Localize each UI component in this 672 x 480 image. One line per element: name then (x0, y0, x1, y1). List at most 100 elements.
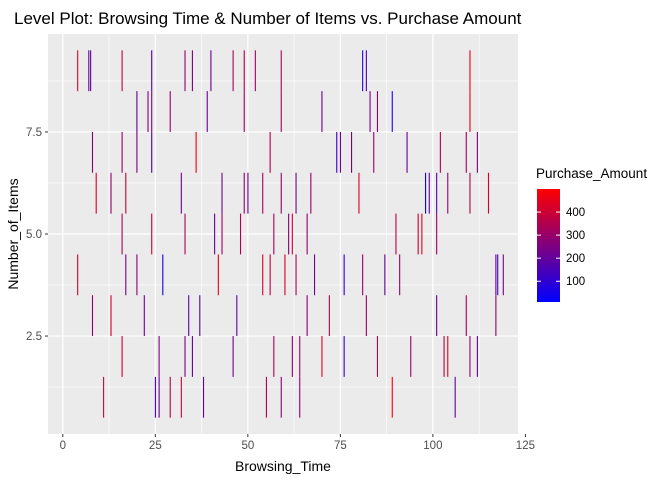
tile (299, 336, 301, 377)
tile (465, 131, 467, 173)
tile (221, 172, 223, 214)
tile (184, 336, 186, 377)
tile (236, 295, 238, 337)
legend-tick-label: 100 (566, 276, 585, 288)
tile (103, 376, 105, 418)
tile (436, 213, 438, 255)
tile (439, 131, 441, 173)
tile (162, 254, 164, 296)
tile (221, 213, 223, 255)
x-tick-label: 25 (149, 440, 162, 452)
tile (299, 376, 301, 418)
tile (476, 131, 478, 173)
tile (487, 172, 490, 214)
tile (143, 295, 145, 337)
tile (206, 91, 208, 132)
tile (121, 50, 123, 92)
tile (121, 213, 123, 255)
tile (391, 91, 393, 132)
tile (191, 336, 193, 377)
x-tick-label: 50 (241, 440, 254, 452)
tile (339, 131, 341, 173)
tile (306, 213, 308, 255)
tile (217, 254, 219, 296)
tile (158, 376, 160, 418)
tile (151, 213, 153, 255)
tile (421, 213, 423, 255)
tile (136, 91, 138, 132)
tile (310, 172, 312, 214)
tile (291, 213, 293, 255)
tile (365, 50, 367, 92)
tile (373, 131, 375, 173)
x-axis-title: Browsing_Time (235, 458, 331, 474)
tile (358, 172, 360, 214)
tile (210, 50, 212, 92)
tile (243, 50, 245, 92)
tile (243, 91, 245, 132)
tile (495, 254, 497, 296)
tile (151, 91, 153, 132)
color-legend: Purchase_Amount 100 200 300 400 (536, 166, 647, 302)
tile (199, 295, 201, 337)
tile (336, 131, 338, 173)
tile (269, 131, 271, 173)
tile (425, 172, 427, 214)
tile (447, 336, 449, 377)
y-tick-label: 7.5 (26, 127, 42, 139)
tile (469, 172, 471, 214)
tile (351, 131, 353, 173)
tile (428, 172, 430, 214)
tile (269, 254, 271, 296)
tile (295, 172, 297, 214)
tile (454, 376, 456, 418)
tile (188, 295, 190, 337)
tile (447, 172, 449, 214)
x-tick-label: 75 (334, 440, 347, 452)
tile (95, 172, 97, 214)
tile (343, 254, 345, 296)
tile (262, 254, 264, 296)
tile-layer (77, 50, 504, 418)
tile (110, 172, 112, 214)
tile (273, 336, 275, 377)
tile (214, 213, 216, 255)
tile (328, 295, 330, 337)
tile (313, 254, 316, 296)
tile (384, 254, 386, 296)
tile (365, 295, 367, 337)
chart-title: Level Plot: Browsing Time & Number of It… (14, 9, 522, 28)
legend-colorbar (537, 189, 560, 302)
tile (362, 254, 364, 296)
tile (280, 172, 282, 214)
tile (232, 50, 234, 92)
x-tick-label: 100 (423, 440, 442, 452)
tile (247, 172, 249, 214)
tile (125, 254, 127, 296)
tile (184, 50, 186, 92)
tile (88, 50, 90, 92)
tile (243, 172, 245, 214)
legend-title: Purchase_Amount (536, 166, 647, 181)
tile (280, 376, 282, 418)
tile (417, 213, 419, 255)
major-gridlines (48, 34, 527, 434)
legend-ticks: 100 200 300 400 (537, 207, 585, 288)
legend-tick-label: 200 (566, 253, 585, 265)
legend-tick-label: 400 (566, 207, 585, 219)
tile (265, 376, 267, 418)
tile (497, 254, 499, 296)
tile (273, 213, 275, 255)
tile (121, 336, 123, 377)
tile (284, 254, 286, 296)
tile (77, 254, 79, 296)
tile (121, 131, 123, 173)
tile (295, 254, 297, 296)
tile (376, 336, 379, 377)
tile (343, 336, 345, 377)
tile (436, 295, 438, 337)
tile (469, 91, 471, 132)
tile (147, 91, 149, 132)
tile (151, 50, 153, 92)
